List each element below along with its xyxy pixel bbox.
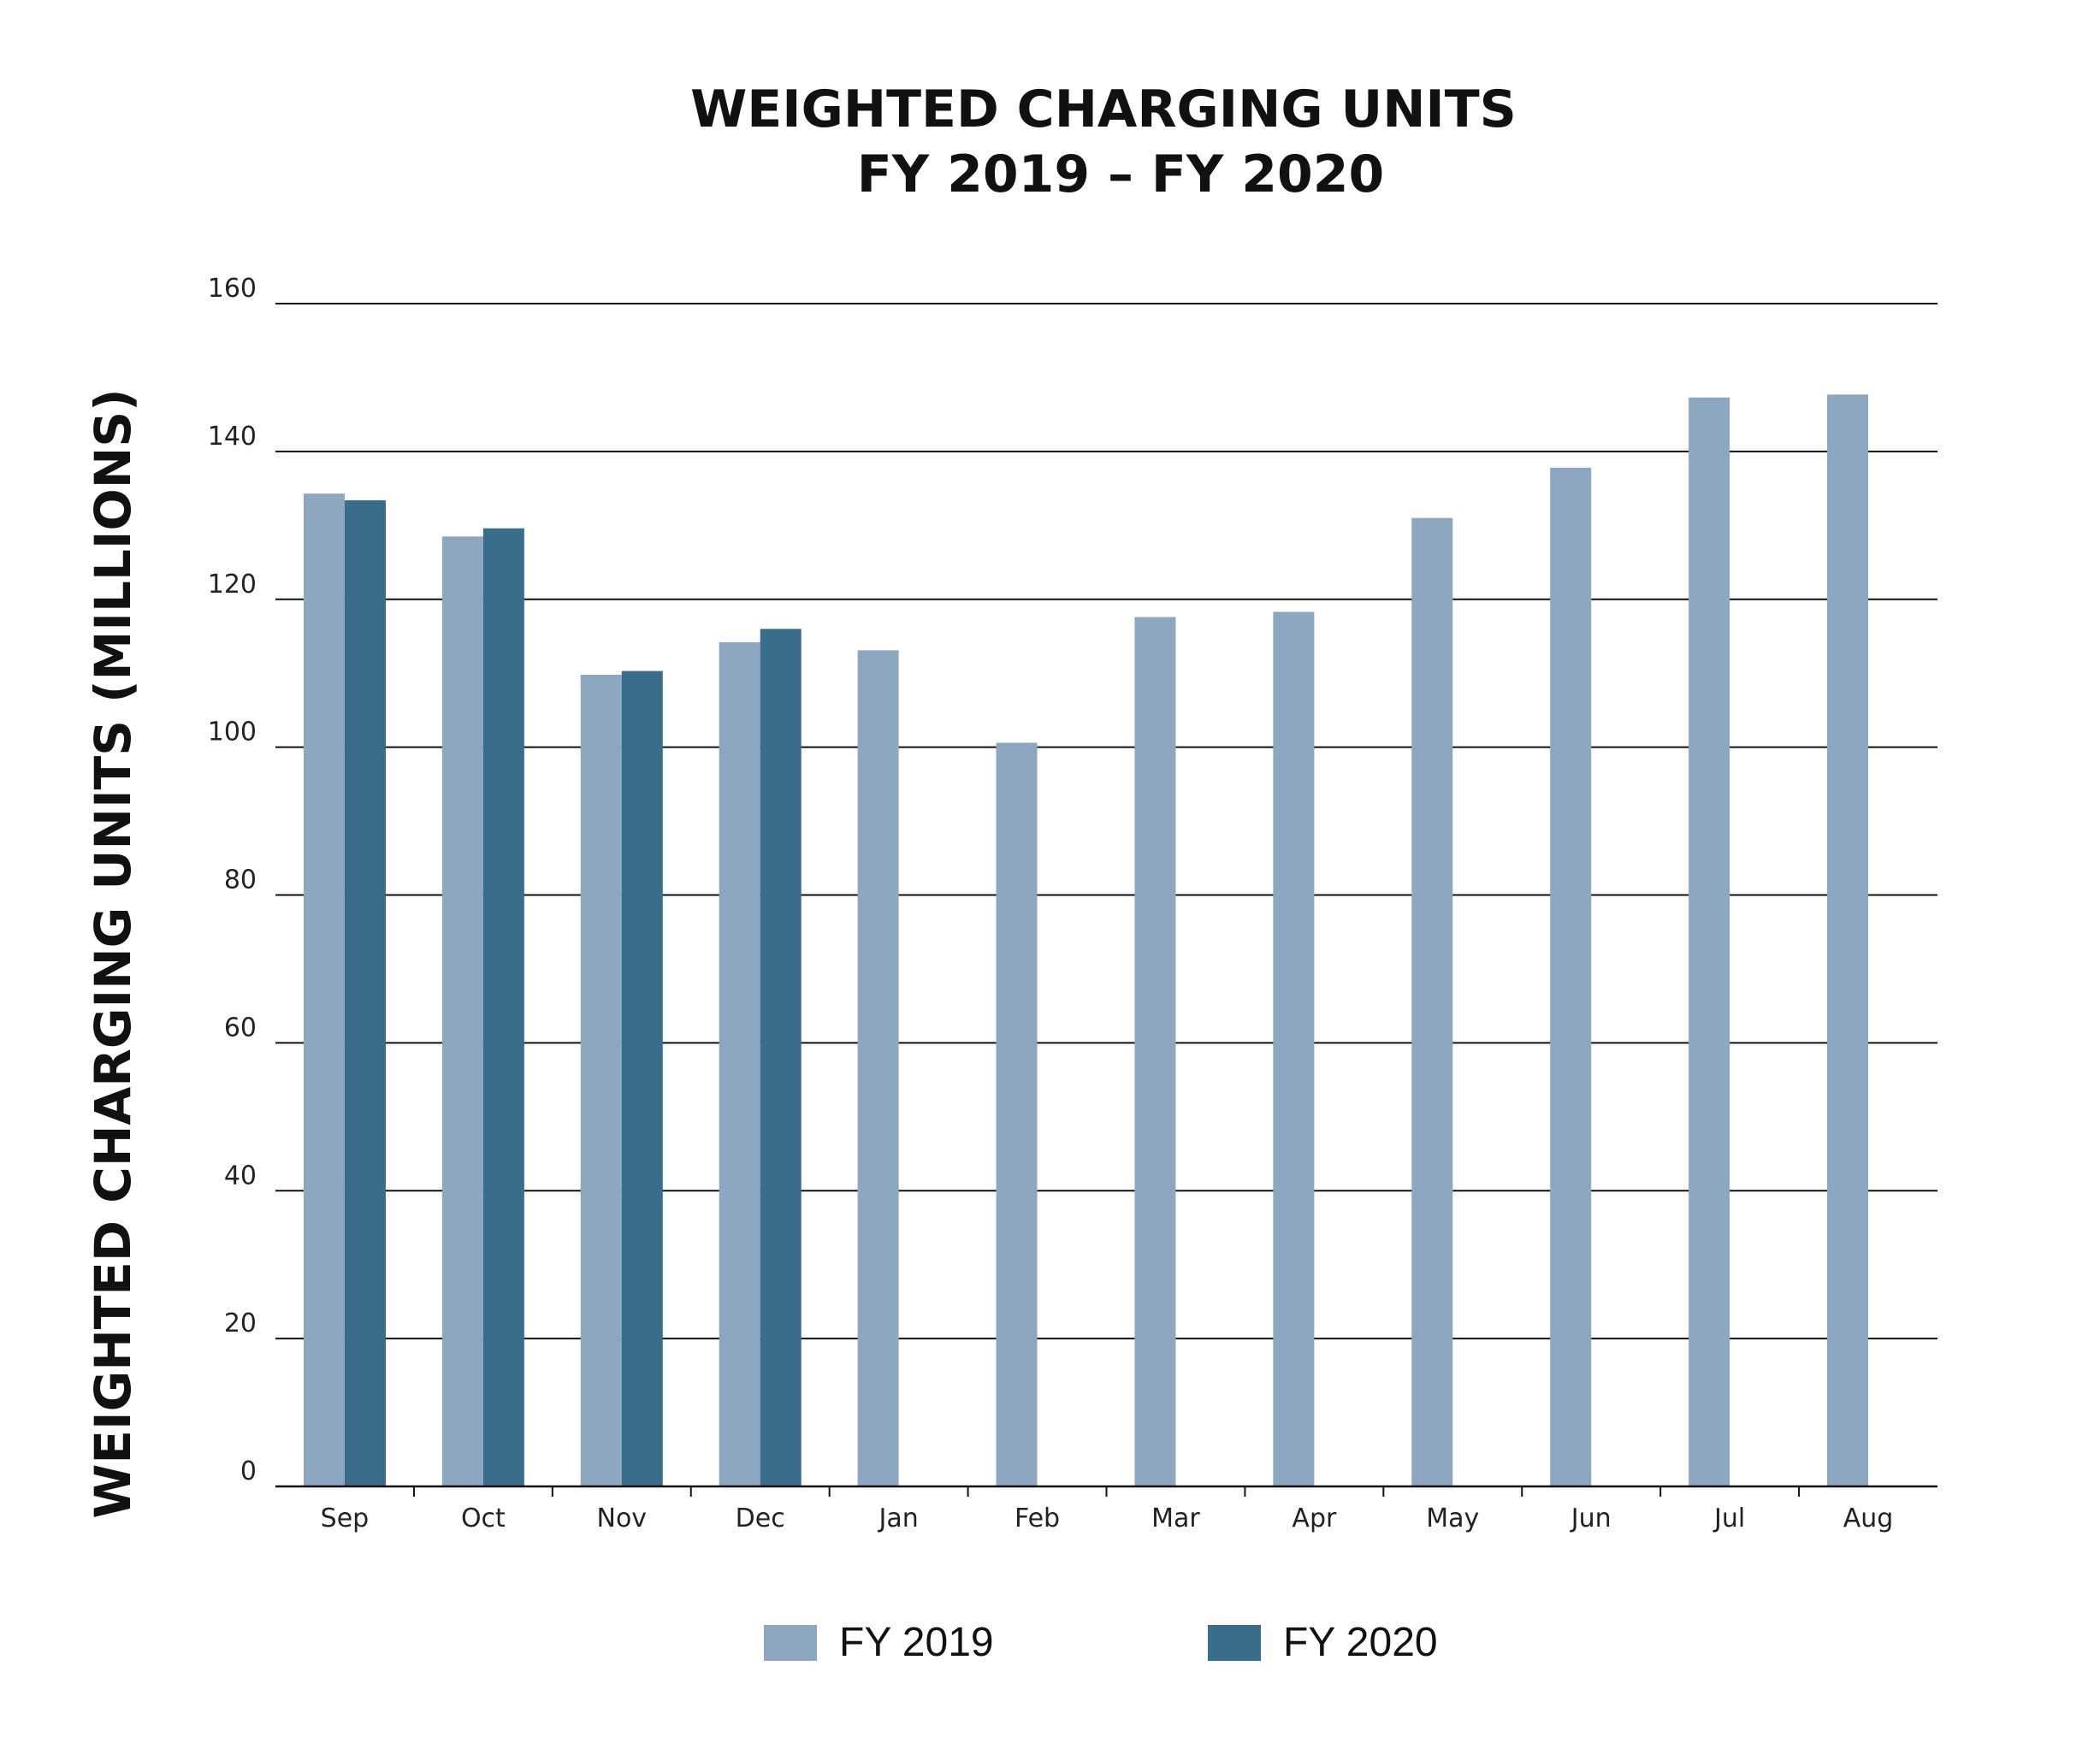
x-tick-label: Jun [1570,1504,1612,1533]
x-tick-label: Aug [1843,1504,1894,1533]
bar-fy2019-oct [441,536,483,1487]
y-tick-label: 80 [224,866,257,895]
y-axis-title: WEIGHTED CHARGING UNITS (MILLIONS) [84,388,142,1518]
bar-fy2020-nov [621,671,663,1486]
bar-fy2019-apr [1273,611,1315,1486]
chart-title: WEIGHTED CHARGING UNITS [690,80,1517,139]
x-tick-label: Nov [597,1504,648,1533]
x-tick-label: Dec [736,1504,785,1533]
legend-swatch [764,1625,817,1661]
x-tick-label: Oct [461,1504,506,1533]
bar-fy2019-jan [857,650,899,1486]
x-tick-label: Mar [1151,1504,1200,1533]
bar-fy2019-may [1411,517,1453,1487]
x-tick-label: Apr [1292,1504,1337,1533]
legend-label: FY 2019 [839,1620,994,1665]
x-tick-label: Feb [1015,1504,1060,1533]
bar-fy2019-sep [303,493,345,1487]
bars [303,394,1869,1487]
y-tick-label: 120 [208,570,257,600]
bar-fy2020-oct [482,528,524,1486]
x-tick-label: Sep [321,1504,370,1533]
x-tick-label: Jul [1713,1504,1745,1533]
bar-fy2019-aug [1827,394,1869,1486]
bar-fy2019-nov [580,674,622,1486]
y-tick-label: 0 [240,1456,257,1486]
y-tick-labels: 0 20 40 60 80 100 120 140 160 [208,274,257,1486]
bar-fy2020-dec [760,629,802,1486]
legend: FY 2019 FY 2020 [764,1620,1438,1665]
gridlines [275,303,1937,1487]
y-tick-label: 20 [224,1309,257,1338]
y-tick-label: 60 [224,1013,257,1043]
chart-subtitle: FY 2019 – FY 2020 [857,145,1384,204]
legend-swatch [1208,1625,1261,1661]
y-tick-label: 140 [208,422,257,452]
y-tick-label: 40 [224,1161,257,1190]
bar-fy2019-jun [1550,467,1592,1486]
bar-fy2019-jul [1689,397,1730,1486]
x-tick-label: Jan [878,1504,919,1533]
x-axis: Sep Oct Nov Dec Jan Feb Mar Apr May Jun Jul Aug [275,1485,1937,1533]
bar-fy2019-mar [1134,617,1176,1486]
y-tick-label: 100 [208,718,257,747]
bar-fy2019-feb [996,742,1038,1486]
y-tick-label: 160 [208,274,257,304]
legend-label: FY 2020 [1283,1620,1438,1665]
x-tick-label: May [1426,1504,1479,1533]
bar-fy2020-sep [344,499,386,1486]
bar-fy2019-dec [719,641,760,1486]
